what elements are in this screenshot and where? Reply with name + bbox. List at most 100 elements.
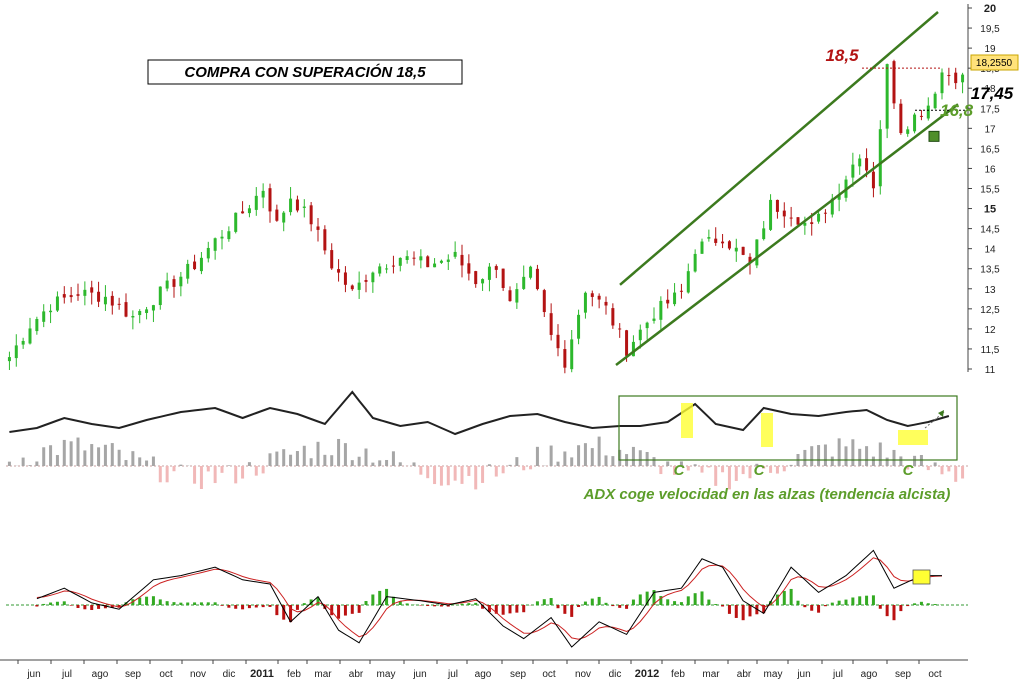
- adx-panel: [6, 390, 968, 490]
- macd-hist-bar: [446, 605, 450, 607]
- adx-hist-bar: [590, 448, 594, 466]
- candle-body: [371, 272, 375, 283]
- candle-body: [220, 236, 224, 239]
- candle-body: [727, 241, 731, 249]
- x-tick-label: ago: [92, 669, 109, 680]
- y-tick-label: 16: [984, 164, 996, 175]
- adx-hist-bar: [892, 449, 896, 466]
- macd-hist-bar: [391, 596, 395, 605]
- macd-hist-bar: [254, 605, 258, 608]
- macd-hist-bar: [227, 605, 231, 608]
- adx-hist-bar: [309, 458, 313, 466]
- adx-hist-bar: [227, 465, 231, 466]
- macd-hist-bar: [803, 605, 807, 608]
- adx-hist-bar: [673, 466, 677, 475]
- macd-hist-bar: [83, 605, 87, 610]
- macd-hist-bar: [686, 596, 690, 605]
- title-box: [147, 59, 463, 85]
- candle-body: [803, 222, 807, 226]
- candle-body: [158, 286, 162, 306]
- macd-hist-bar: [364, 601, 368, 605]
- macd-hist-bar: [673, 601, 677, 605]
- candle-body: [76, 294, 80, 296]
- adx-hist-bar: [631, 446, 635, 466]
- macd-hist-bar: [337, 605, 341, 619]
- macd-hist-bar: [110, 605, 114, 608]
- macd-hist-bar: [899, 605, 903, 612]
- adx-hist-bar: [158, 466, 162, 483]
- macd-hist-bar: [817, 605, 821, 613]
- candle-body: [823, 212, 827, 214]
- adx-hist-bar: [618, 449, 622, 466]
- adx-hist-bar: [782, 466, 786, 472]
- macd-hist-bar: [371, 594, 375, 605]
- macd-hist-bar: [439, 605, 443, 607]
- y-tick-label: 15: [984, 204, 996, 216]
- adx-hist-bar: [755, 463, 759, 466]
- adx-hist-bar: [165, 466, 169, 483]
- macd-hist-bar: [35, 605, 39, 607]
- adx-hist-bar: [501, 466, 505, 474]
- adx-hist-bar: [583, 443, 587, 466]
- candle-body: [42, 311, 46, 322]
- adx-hist-bar: [97, 447, 101, 466]
- price-panel: [7, 11, 968, 374]
- macd-hist-bar: [275, 605, 279, 616]
- macd-hist-bar: [878, 605, 882, 609]
- candle-body: [412, 257, 416, 259]
- candle-body: [55, 296, 59, 311]
- macd-hist-bar: [515, 605, 519, 613]
- candle-body: [529, 266, 533, 278]
- macd-hist-bar: [234, 605, 238, 609]
- candle-body: [261, 190, 265, 198]
- macd-hist-bar: [666, 599, 670, 605]
- adx-hist-bar: [254, 466, 258, 476]
- candle-body: [597, 295, 601, 300]
- candle-body: [522, 276, 526, 289]
- x-tick-label: may: [764, 669, 783, 680]
- x-tick-label: jul: [447, 669, 458, 680]
- adx-hist-bar: [419, 466, 423, 475]
- candle-body: [947, 75, 951, 77]
- candle-body: [741, 246, 745, 255]
- y-tick-label: 14: [984, 245, 996, 256]
- macd-hist-bar: [858, 596, 862, 605]
- adx-hist-bar: [42, 447, 46, 466]
- candle-body: [686, 271, 690, 293]
- macd-hist-bar: [261, 605, 265, 608]
- adx-hist-bar: [693, 464, 697, 466]
- x-tick-label: ago: [861, 669, 878, 680]
- candle-body: [316, 226, 320, 230]
- candle-body: [21, 340, 25, 345]
- adx-hist-bar: [282, 449, 286, 466]
- candle-body: [563, 349, 567, 368]
- adx-hist-bar: [775, 466, 779, 474]
- y-tick-label: 19,5: [980, 24, 1000, 35]
- macd-hist-bar: [659, 596, 663, 605]
- x-tick-label: may: [377, 669, 396, 680]
- macd-hist-bar: [556, 605, 560, 609]
- adx-hist-bar: [21, 457, 25, 466]
- adx-hist-bar: [364, 448, 368, 466]
- candle-body: [590, 293, 594, 297]
- adx-hist-bar: [570, 457, 574, 466]
- macd-hist-bar: [49, 602, 53, 605]
- adx-hist-bar: [926, 466, 930, 471]
- macd-hist-bar: [631, 599, 635, 605]
- macd-hist-bar: [151, 596, 155, 605]
- adx-hist-bar: [789, 464, 793, 466]
- candle-body: [295, 199, 299, 211]
- adx-arrow-head: [938, 410, 944, 417]
- macd-hist-bar: [357, 605, 361, 613]
- candle-body: [309, 205, 313, 225]
- macd-hist-bar: [563, 605, 567, 614]
- macd-hist-bar: [501, 605, 505, 615]
- x-tick-label: jun: [26, 669, 40, 680]
- adx-hist-bar: [357, 456, 361, 466]
- macd-hist-bar: [97, 605, 101, 609]
- adx-hist-bar: [350, 460, 354, 466]
- adx-hist-bar: [830, 456, 834, 466]
- macd-hist-bar: [467, 603, 471, 605]
- adx-hist-bar: [679, 461, 683, 466]
- adx-hist-bar: [638, 450, 642, 466]
